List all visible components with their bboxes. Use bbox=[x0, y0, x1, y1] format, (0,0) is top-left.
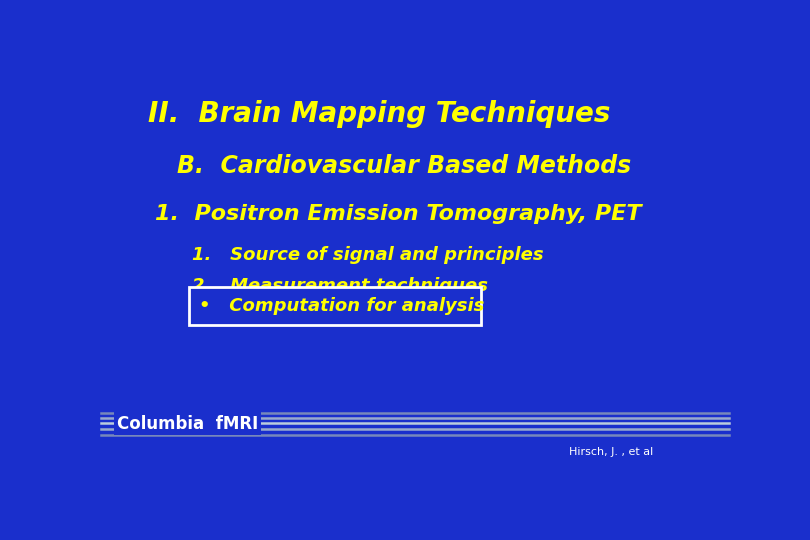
Text: Hirsch, J. , et al: Hirsch, J. , et al bbox=[569, 447, 653, 457]
Text: B.  Cardiovascular Based Methods: B. Cardiovascular Based Methods bbox=[177, 154, 631, 178]
Text: 1.  Positron Emission Tomography, PET: 1. Positron Emission Tomography, PET bbox=[155, 204, 641, 224]
Text: II.  Brain Mapping Techniques: II. Brain Mapping Techniques bbox=[148, 100, 611, 128]
Text: 2.   Measurement techniques: 2. Measurement techniques bbox=[192, 277, 488, 295]
Text: Columbia  fMRI: Columbia fMRI bbox=[117, 415, 258, 433]
Text: 1.   Source of signal and principles: 1. Source of signal and principles bbox=[192, 246, 544, 264]
Text: •   Computation for analysis: • Computation for analysis bbox=[198, 297, 484, 315]
Bar bbox=[189, 287, 481, 325]
